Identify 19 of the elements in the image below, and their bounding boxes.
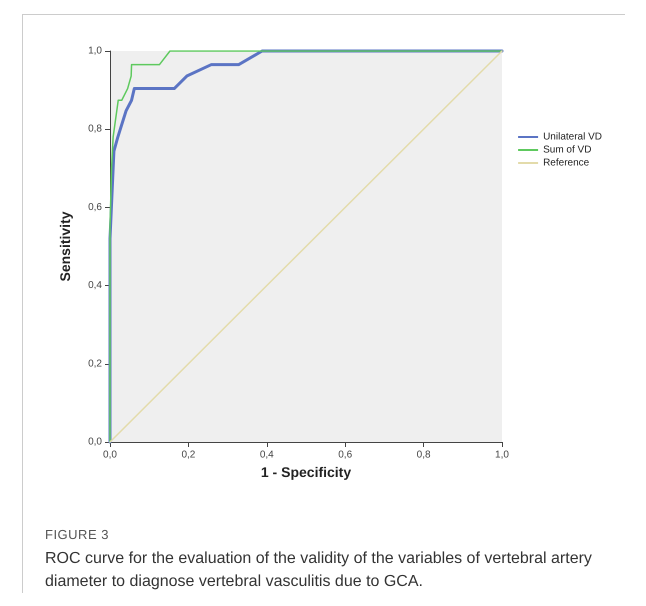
y-tick-label: 0,6	[88, 202, 102, 213]
x-tick-label: 0,0	[103, 450, 118, 460]
caption: FIGURE 3	[45, 527, 109, 542]
y-tick-label: 0,0	[88, 436, 102, 448]
x-tick-label: 0,8	[416, 450, 431, 460]
y-tick-label: 0,4	[88, 280, 102, 292]
y-tick-label: 1,0	[88, 46, 102, 56]
x-tick-label: 0,6	[338, 450, 353, 460]
legend-label: Reference	[543, 158, 590, 168]
y-tick-label: 0,2	[88, 358, 102, 370]
x-tick-label: 0,4	[260, 450, 274, 460]
x-tick-label: 1,0	[495, 450, 510, 460]
y-tick-label: 0,8	[88, 124, 102, 135]
legend-label: Sum of VD	[543, 144, 592, 156]
text: ROC curve for the evaluation of the validity of the variables of vertebral artery diameter to diagnose vertebral vasculitis due to GCA.	[45, 549, 593, 592]
x-axis-title: 1 - Specificity	[260, 464, 352, 480]
x-tick-label: 0,2	[181, 450, 196, 460]
legend-label: Unilateral VD	[543, 132, 602, 142]
y-axis-title: Sensitivity	[57, 211, 73, 282]
